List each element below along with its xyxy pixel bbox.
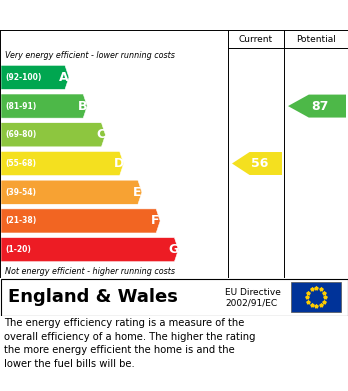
Text: C: C bbox=[96, 128, 105, 141]
Text: D: D bbox=[113, 157, 124, 170]
Text: A: A bbox=[59, 71, 69, 84]
Polygon shape bbox=[1, 238, 179, 262]
Text: Very energy efficient - lower running costs: Very energy efficient - lower running co… bbox=[5, 51, 175, 60]
Text: (21-38): (21-38) bbox=[5, 217, 36, 226]
Bar bbox=[291, 282, 341, 312]
Text: (69-80): (69-80) bbox=[5, 130, 36, 139]
Text: (92-100): (92-100) bbox=[5, 73, 41, 82]
Text: F: F bbox=[151, 214, 159, 228]
Polygon shape bbox=[1, 151, 124, 176]
Text: 56: 56 bbox=[251, 157, 269, 170]
Text: (1-20): (1-20) bbox=[5, 245, 31, 254]
Polygon shape bbox=[1, 180, 142, 204]
Polygon shape bbox=[1, 209, 160, 233]
Text: E: E bbox=[133, 186, 141, 199]
Text: EU Directive: EU Directive bbox=[225, 288, 281, 297]
Text: (55-68): (55-68) bbox=[5, 159, 36, 168]
Text: (39-54): (39-54) bbox=[5, 188, 36, 197]
Text: Potential: Potential bbox=[296, 34, 336, 43]
Text: Current: Current bbox=[239, 34, 273, 43]
Text: The energy efficiency rating is a measure of the
overall efficiency of a home. T: The energy efficiency rating is a measur… bbox=[4, 318, 255, 369]
Text: Energy Efficiency Rating: Energy Efficiency Rating bbox=[8, 7, 210, 23]
Text: Not energy efficient - higher running costs: Not energy efficient - higher running co… bbox=[5, 267, 175, 276]
Text: (81-91): (81-91) bbox=[5, 102, 36, 111]
Polygon shape bbox=[232, 152, 282, 175]
Text: B: B bbox=[78, 100, 87, 113]
Text: England & Wales: England & Wales bbox=[8, 288, 178, 306]
Polygon shape bbox=[1, 94, 87, 118]
Text: G: G bbox=[168, 243, 179, 256]
Polygon shape bbox=[1, 123, 105, 147]
Polygon shape bbox=[288, 95, 346, 118]
Text: 87: 87 bbox=[311, 100, 329, 113]
Polygon shape bbox=[1, 65, 69, 90]
Text: 2002/91/EC: 2002/91/EC bbox=[225, 299, 277, 308]
